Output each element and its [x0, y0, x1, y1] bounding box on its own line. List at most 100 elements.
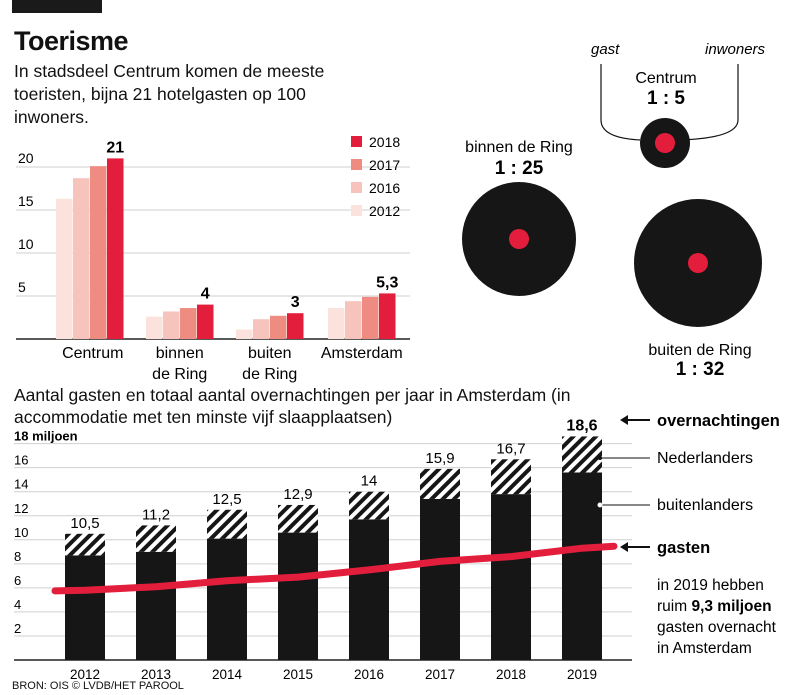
bar-foreign [349, 519, 389, 660]
y-tick-label: 10 [14, 525, 28, 540]
bar-dutch [562, 436, 602, 473]
bar-2018 [197, 304, 214, 339]
arrow-head [620, 542, 628, 552]
category-label: binnen [156, 345, 204, 362]
y-tick-label: 6 [14, 573, 21, 588]
ratio-value: 1 : 25 [495, 158, 544, 179]
bar-2018 [287, 313, 304, 339]
x-tick-label: 2019 [567, 667, 597, 682]
bar-2018 [379, 293, 396, 339]
bar-foreign [207, 538, 247, 660]
bar-foreign [136, 551, 176, 660]
value-label: 5,3 [376, 274, 398, 291]
note-line: ruim 9,3 miljoen [657, 598, 772, 615]
y-tick-label: 15 [18, 193, 34, 209]
note-highlight: 9,3 miljoen [691, 598, 771, 615]
arrow-head [620, 415, 628, 425]
y-tick-label: 10 [18, 236, 34, 252]
bracket-right [679, 64, 739, 141]
bar-2017 [270, 315, 287, 339]
legend-label: 2018 [369, 134, 400, 150]
category-label: Amsterdam [321, 345, 403, 362]
y-tick-label: 16 [14, 453, 28, 468]
legend-swatch [351, 159, 362, 170]
value-label: 4 [201, 286, 210, 303]
total-label: 11,2 [142, 506, 170, 523]
label-nederlanders: Nederlanders [657, 450, 753, 467]
bar-foreign [65, 555, 105, 660]
total-label: 16,7 [496, 440, 525, 457]
y-tick-label: 2 [14, 621, 21, 636]
bar-2018 [107, 158, 124, 339]
legend-label: 2016 [369, 180, 400, 196]
guest-circle [509, 229, 529, 249]
x-tick-label: 2013 [141, 667, 171, 682]
header-inwoners: inwoners [705, 41, 766, 58]
bar-2016 [253, 319, 270, 339]
y-axis-label: 18 miljoen [14, 429, 78, 444]
ratio-name: binnen de Ring [465, 139, 573, 156]
total-label: 18,6 [566, 417, 597, 434]
leader-dot [597, 502, 603, 508]
x-tick-label: 2018 [496, 667, 526, 682]
note-text: ruim [657, 598, 691, 615]
category-label: Centrum [62, 345, 123, 362]
bracket-left [600, 64, 641, 141]
legend-swatch [351, 182, 362, 193]
bar-dutch [65, 533, 105, 556]
leader-dot [598, 456, 602, 460]
header-gast: gast [591, 41, 620, 58]
bar-2016 [73, 178, 90, 339]
bar-2016 [163, 311, 180, 339]
bar-2012 [146, 316, 163, 339]
chart2-caption: Aantal gasten en totaal aantal overnacht… [14, 385, 571, 427]
total-label: 15,9 [425, 450, 454, 467]
legend-label: 2012 [369, 203, 400, 219]
legend-swatch [351, 136, 362, 147]
label-overnachtingen: overnachtingen [657, 412, 780, 430]
guest-circle [688, 253, 708, 273]
x-tick-label: 2017 [425, 667, 455, 682]
label-gasten: gasten [657, 539, 710, 557]
y-tick-label: 20 [18, 150, 34, 166]
bar-2016 [345, 301, 362, 339]
legend-label: 2017 [369, 157, 400, 173]
bar-dutch [491, 459, 531, 495]
bar-foreign [491, 494, 531, 660]
bar-dutch [278, 504, 318, 533]
note-line: in 2019 hebben [657, 577, 764, 594]
bar-2012 [56, 198, 73, 339]
bar-dutch [420, 468, 460, 499]
y-tick-label: 8 [14, 549, 21, 564]
x-tick-label: 2016 [354, 667, 384, 682]
bar-foreign [278, 532, 318, 660]
guest-circle [655, 133, 675, 153]
bar-dutch [349, 491, 389, 520]
page-subtitle: In stadsdeel Centrum komen de meeste toe… [14, 61, 325, 127]
total-label: 10,5 [70, 515, 99, 532]
ratio-name: buiten de Ring [648, 342, 751, 359]
top-bar [12, 0, 102, 13]
bar-foreign [420, 498, 460, 660]
page-title: Toerisme [14, 26, 129, 56]
ratio-value: 1 : 5 [647, 88, 685, 109]
ratio-name: Centrum [635, 70, 696, 87]
bar-2012 [236, 329, 253, 339]
total-label: 14 [361, 473, 378, 490]
value-label: 3 [291, 294, 300, 311]
guests-line [51, 542, 618, 595]
label-buitenlanders: buitenlanders [657, 497, 753, 514]
value-label: 21 [106, 139, 124, 156]
note-line: gasten overnacht [657, 619, 777, 636]
y-tick-label: 4 [14, 597, 21, 612]
bar-2017 [90, 166, 107, 339]
y-tick-label: 12 [14, 501, 28, 516]
x-tick-label: 2012 [70, 667, 100, 682]
source-credit: BRON: OIS © LVDB/HET PAROOL [12, 680, 184, 692]
category-label: de Ring [152, 366, 207, 383]
category-label: buiten [248, 345, 292, 362]
bar-foreign [562, 472, 602, 660]
